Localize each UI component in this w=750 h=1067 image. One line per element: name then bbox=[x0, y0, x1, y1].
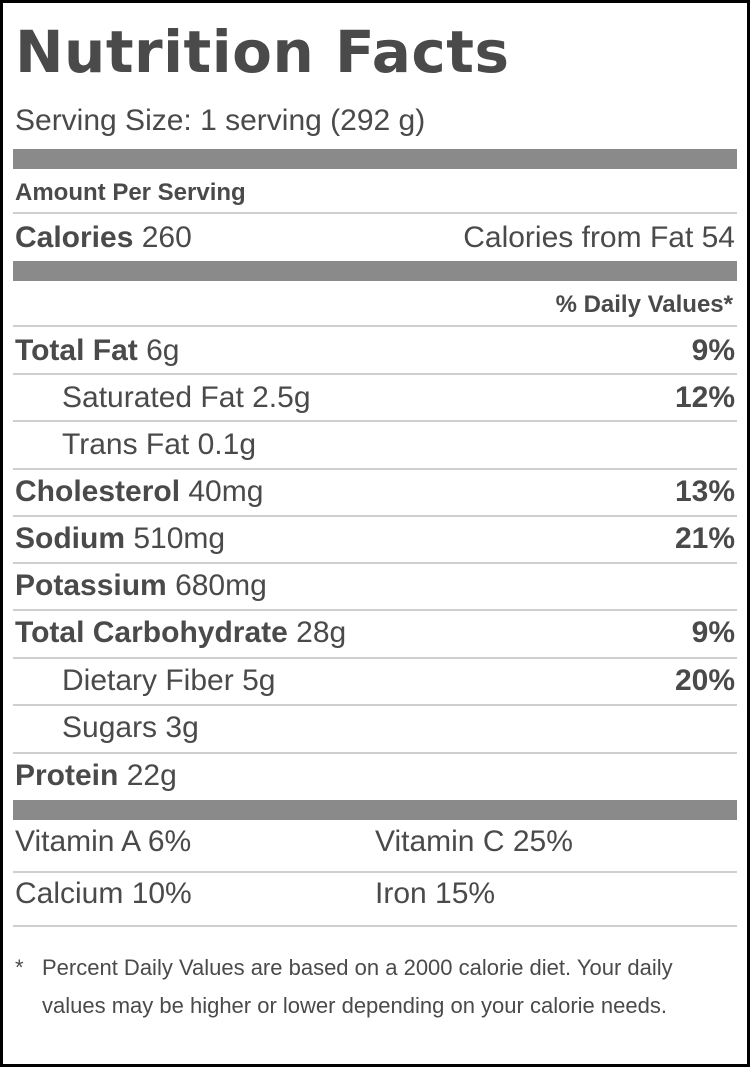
thick-divider bbox=[13, 261, 737, 281]
calories-from-fat: Calories from Fat 54 bbox=[463, 221, 735, 254]
calcium: Calcium 10% bbox=[15, 877, 192, 910]
divider bbox=[13, 325, 737, 327]
nutrient-dv: 9% bbox=[691, 616, 735, 649]
nutrient-row-total-fat: Total Fat 6g 9% bbox=[13, 329, 737, 373]
calories-label-group: Calories 260 bbox=[13, 223, 192, 253]
divider bbox=[13, 704, 737, 706]
serving-size: Serving Size: 1 serving (292 g) bbox=[15, 104, 426, 137]
nutrient-row-sugars: Sugars 3g bbox=[13, 706, 737, 750]
calories-label: Calories bbox=[15, 221, 134, 254]
nutrient-row-saturated-fat: Saturated Fat 2.5g 12% bbox=[13, 376, 737, 420]
divider bbox=[13, 657, 737, 659]
nutrient-name: Total Carbohydrate bbox=[15, 616, 288, 649]
calories-value: 260 bbox=[141, 221, 192, 254]
iron: Iron 15% bbox=[375, 877, 496, 910]
divider bbox=[13, 752, 737, 754]
nutrient-name: Sodium bbox=[15, 522, 125, 555]
divider bbox=[13, 515, 737, 517]
nutrient-amount: 510mg bbox=[133, 522, 226, 555]
nutrient-row-sodium: Sodium 510mg 21% bbox=[13, 517, 737, 561]
thick-divider bbox=[13, 149, 737, 169]
nutrient-row-trans-fat: Trans Fat 0.1g bbox=[13, 423, 737, 467]
divider bbox=[13, 373, 737, 375]
nutrient-amount: 3g bbox=[165, 711, 199, 744]
vitamin-a: Vitamin A 6% bbox=[15, 825, 192, 858]
nutrient-name: Cholesterol bbox=[15, 475, 181, 508]
nutrient-name: Protein bbox=[15, 759, 119, 792]
nutrient-dv: 12% bbox=[674, 381, 735, 414]
nutrient-amount: 22g bbox=[126, 759, 177, 792]
nutrient-dv: 13% bbox=[674, 475, 735, 508]
amount-per-serving: Amount Per Serving bbox=[15, 179, 246, 206]
label-title: Nutrition Facts bbox=[15, 18, 510, 86]
nutrient-dv: 20% bbox=[674, 664, 735, 697]
divider bbox=[13, 871, 737, 873]
divider bbox=[13, 925, 737, 927]
divider bbox=[13, 420, 737, 422]
nutrient-name: Saturated Fat bbox=[62, 381, 244, 414]
nutrient-name: Trans Fat bbox=[62, 428, 190, 461]
nutrient-amount: 40mg bbox=[188, 475, 264, 508]
nutrient-name: Total Fat bbox=[15, 334, 138, 367]
nutrient-name: Potassium bbox=[15, 569, 167, 602]
daily-values-header: % Daily Values* bbox=[555, 291, 733, 318]
divider bbox=[13, 212, 737, 214]
nutrient-amount: 6g bbox=[146, 334, 180, 367]
footnote-text: Percent Daily Values are based on a 2000… bbox=[42, 955, 673, 1018]
nutrient-dv: 21% bbox=[674, 522, 735, 555]
nutrient-dv: 9% bbox=[691, 334, 735, 367]
nutrient-amount: 2.5g bbox=[252, 381, 311, 414]
nutrient-name: Sugars bbox=[62, 711, 158, 744]
nutrient-amount: 28g bbox=[296, 616, 347, 649]
divider bbox=[13, 609, 737, 611]
nutrient-amount: 5g bbox=[242, 664, 276, 697]
nutrient-row-potassium: Potassium 680mg bbox=[13, 564, 737, 608]
nutrient-row-total-carbohydrate: Total Carbohydrate 28g 9% bbox=[13, 611, 737, 655]
nutrient-row-protein: Protein 22g bbox=[13, 754, 737, 798]
nutrient-row-dietary-fiber: Dietary Fiber 5g 20% bbox=[13, 659, 737, 703]
nutrient-name: Dietary Fiber bbox=[62, 664, 234, 697]
thick-divider bbox=[13, 800, 737, 820]
vitamin-c: Vitamin C 25% bbox=[375, 825, 573, 858]
nutrient-amount: 680mg bbox=[175, 569, 267, 602]
nutrient-row-cholesterol: Cholesterol 40mg 13% bbox=[13, 470, 737, 514]
footnote: * Percent Daily Values are based on a 20… bbox=[15, 949, 725, 1025]
divider bbox=[13, 562, 737, 564]
calories-row: Calories 260 Calories from Fat 54 bbox=[13, 220, 737, 256]
divider bbox=[13, 468, 737, 470]
nutrient-amount: 0.1g bbox=[197, 428, 256, 461]
footnote-asterisk: * bbox=[15, 955, 24, 980]
